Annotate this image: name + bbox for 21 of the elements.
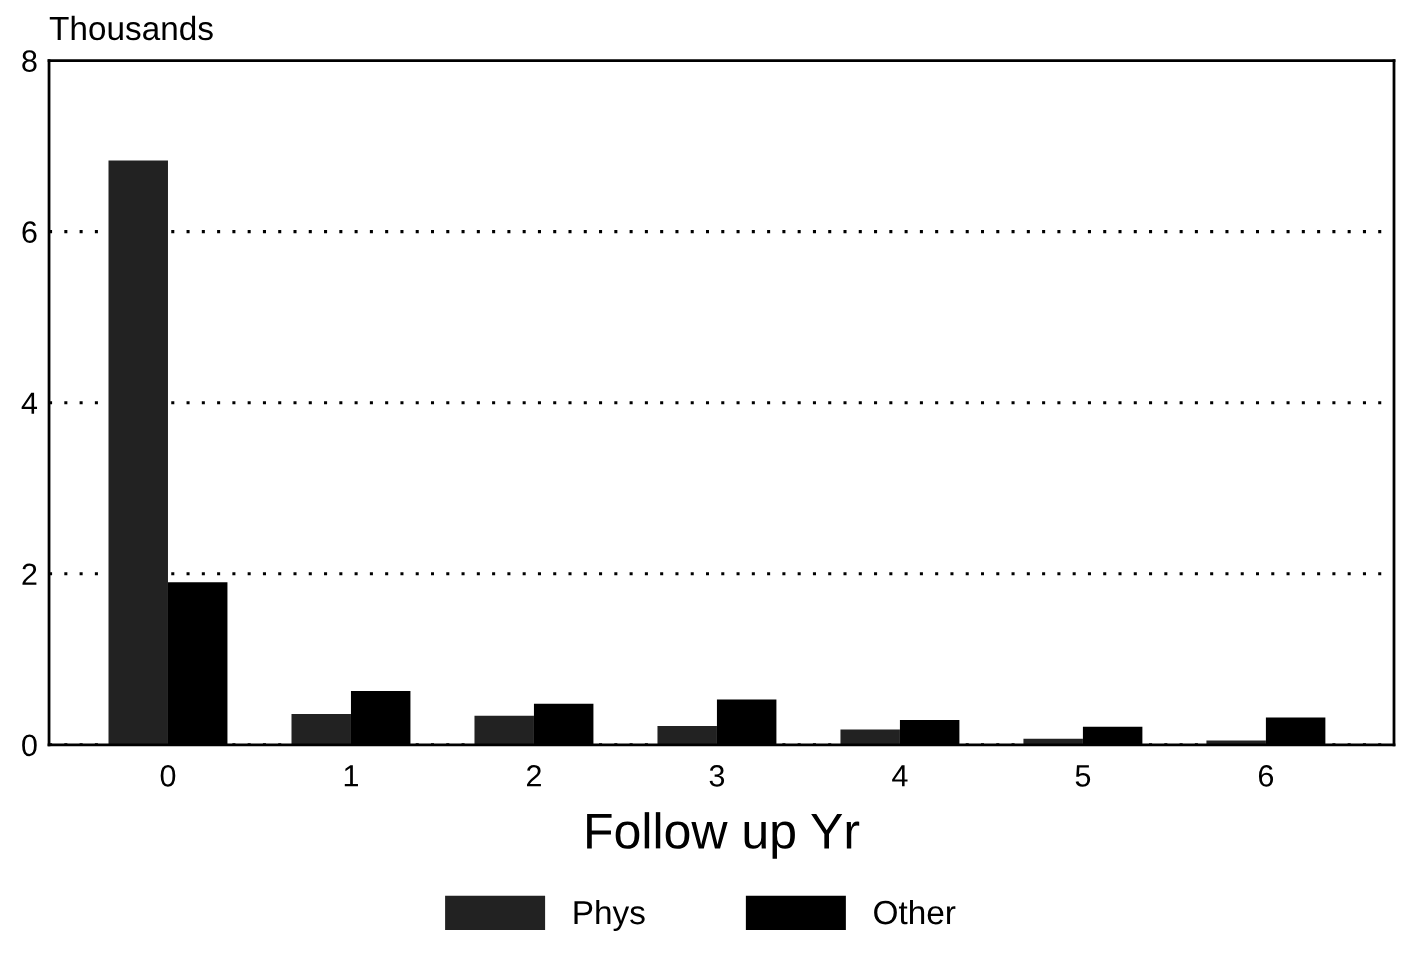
bar bbox=[291, 713, 351, 745]
x-tick-label: 2 bbox=[526, 765, 541, 787]
legend-label: Phys bbox=[574, 899, 645, 931]
bar bbox=[474, 715, 534, 745]
y-tick-label: 8 bbox=[22, 50, 37, 72]
y-tick-label: 2 bbox=[22, 563, 37, 585]
y-axis-title: Thousands bbox=[49, 15, 213, 41]
x-tick-label: 4 bbox=[892, 765, 908, 787]
bar bbox=[840, 729, 900, 745]
legend-label: Other bbox=[874, 899, 956, 925]
x-tick-label: 1 bbox=[344, 765, 358, 787]
y-tick-label: 4 bbox=[21, 392, 38, 414]
x-tick-label: 3 bbox=[709, 765, 725, 787]
x-axis-title: Follow up Yr bbox=[587, 812, 860, 859]
x-tick-label: 5 bbox=[1075, 765, 1091, 787]
x-tick-label: 6 bbox=[1258, 765, 1274, 787]
bar bbox=[657, 725, 717, 745]
x-tick-label: 0 bbox=[160, 765, 176, 787]
y-tick-label: 0 bbox=[22, 734, 37, 757]
y-tick-label: 6 bbox=[22, 221, 37, 243]
bar bbox=[108, 160, 168, 745]
